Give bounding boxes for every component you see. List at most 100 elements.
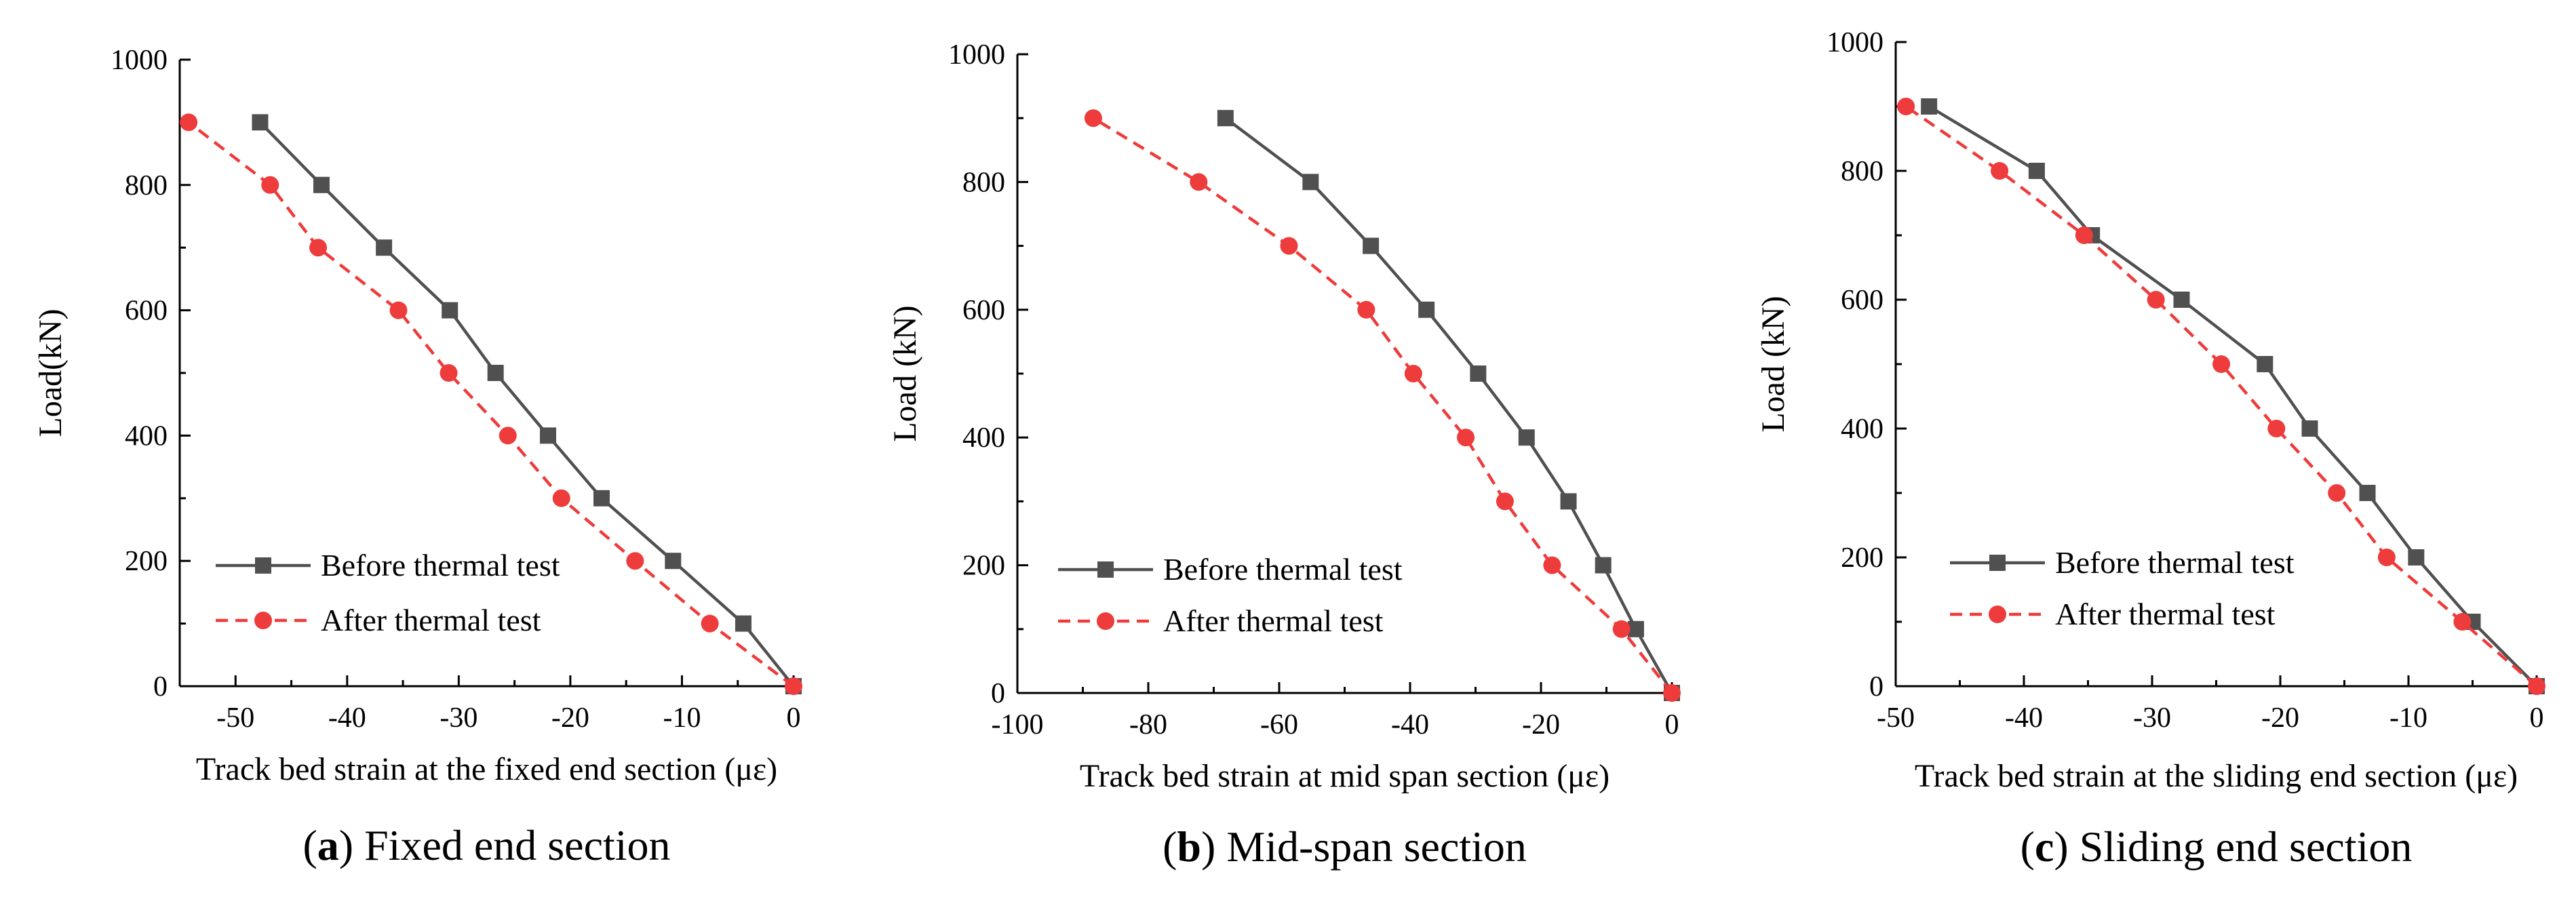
data-point-circle: [2075, 226, 2093, 244]
caption-paren-close: ): [1201, 822, 1226, 871]
legend-entry: Before thermal test: [216, 548, 560, 582]
chart-panel-a: 0 200 400 600 800 1000 -50 -40 -30 -20 -10 0 Track b…: [33, 45, 802, 869]
data-point-circle: [1457, 429, 1475, 447]
panel-caption: (b) Mid-span section: [1163, 822, 1527, 871]
data-point-circle: [2147, 291, 2165, 309]
y-axis-title: Load(kN): [33, 309, 69, 437]
data-point-square: [735, 615, 752, 632]
data-point-square: [487, 365, 504, 381]
data-point-circle: [180, 113, 198, 132]
data-point-circle: [1496, 492, 1514, 511]
y-tick-label: 400: [1841, 414, 1884, 445]
data-point-square: [593, 490, 610, 507]
caption-letter: c: [2035, 822, 2054, 871]
data-point-square: [665, 553, 682, 570]
x-tick-label: -60: [1260, 709, 1298, 740]
data-point-square: [1470, 365, 1487, 382]
data-point-square: [1518, 429, 1535, 446]
caption-paren-close: ): [339, 821, 364, 869]
panel-caption: (a) Fixed end section: [303, 821, 670, 869]
data-point-square: [2301, 420, 2318, 437]
legend-label: Before thermal test: [321, 548, 560, 582]
caption-paren-close: ): [2054, 822, 2079, 871]
caption-text: Fixed end section: [364, 821, 670, 869]
data-point-circle: [389, 301, 408, 319]
y-tick-label: 1000: [1827, 27, 1884, 58]
data-point-square: [252, 114, 269, 131]
x-tick-label: 0: [787, 702, 801, 734]
y-tick-label: 1000: [948, 39, 1005, 71]
series-line: [1224, 117, 1673, 694]
x-tick-label: -10: [663, 702, 701, 734]
panel-caption: (c) Sliding end section: [2021, 822, 2413, 871]
x-tick-label: -80: [1129, 709, 1167, 740]
data-point-circle: [1897, 98, 1915, 115]
legend-entry: Before thermal test: [1058, 552, 1403, 587]
x-tick-label: 0: [2530, 702, 2544, 734]
data-point-square: [1217, 110, 1234, 127]
data-point-square: [376, 239, 393, 256]
data-point-square: [1560, 493, 1577, 510]
data-point-square: [2028, 163, 2045, 179]
data-point-circle: [1991, 162, 2009, 180]
legend-entry: After thermal test: [1950, 597, 2276, 631]
y-tick-label: 800: [1841, 156, 1884, 187]
x-tick-label: -10: [2389, 702, 2427, 734]
data-point-square: [442, 302, 458, 319]
caption-paren-open: (: [2021, 822, 2035, 871]
legend-label: Before thermal test: [1163, 552, 1403, 587]
data-point-circle: [1543, 556, 1561, 574]
data-point-square: [1363, 237, 1380, 254]
legend-label: After thermal test: [321, 603, 541, 637]
legend-marker-square: [1989, 555, 2006, 571]
data-point-circle: [1357, 300, 1375, 319]
data-point-circle: [1084, 109, 1102, 127]
caption-letter: b: [1177, 822, 1201, 871]
data-point-square: [2408, 549, 2425, 566]
data-point-square: [1595, 557, 1612, 574]
data-point-circle: [2528, 677, 2545, 695]
legend-marker-square: [1097, 561, 1114, 578]
y-tick-label: 200: [1841, 542, 1884, 574]
data-point-circle: [309, 239, 328, 257]
caption-paren-open: (: [1163, 822, 1177, 871]
x-tick-label: -50: [1877, 702, 1915, 734]
legend-label: Before thermal test: [2055, 545, 2295, 580]
data-point-circle: [1663, 684, 1681, 702]
y-tick-label: 200: [125, 546, 168, 577]
data-point-circle: [2328, 484, 2346, 502]
data-point-circle: [2377, 549, 2396, 566]
data-point-square: [1627, 620, 1644, 637]
x-tick-label: -100: [992, 709, 1044, 740]
series-line: [258, 121, 795, 688]
data-point-square: [1302, 174, 1319, 191]
x-tick-label: -20: [551, 702, 589, 734]
chart-panel-b: 0 200 400 600 800 1000 -100 -80 -60 -40 -20 0 Track …: [887, 39, 1681, 871]
caption-text: Sliding end section: [2080, 822, 2413, 871]
data-point-circle: [440, 364, 458, 382]
data-point-circle: [1190, 173, 1208, 191]
data-point-circle: [785, 677, 802, 695]
data-point-circle: [1612, 620, 1631, 638]
data-point-square: [540, 427, 556, 444]
data-point-square: [1921, 98, 1938, 115]
data-point-square: [1418, 301, 1435, 318]
data-point-square: [2257, 356, 2273, 372]
series-line: [187, 121, 795, 688]
data-point-circle: [1280, 237, 1298, 255]
data-point-circle: [552, 489, 570, 507]
series-line: [1092, 117, 1673, 694]
legend-entry: After thermal test: [1058, 603, 1384, 638]
data-point-circle: [2453, 613, 2472, 631]
x-tick-label: -40: [1391, 709, 1429, 740]
x-axis-title: Track bed strain at the fixed end sectio…: [196, 751, 777, 787]
legend-label: After thermal test: [2055, 597, 2276, 631]
y-tick-label: 600: [125, 296, 168, 327]
y-tick-label: 600: [962, 295, 1005, 326]
series-after: [180, 113, 802, 695]
y-tick-label: 400: [962, 422, 1005, 454]
y-tick-label: 200: [962, 551, 1005, 582]
legend-entry: After thermal test: [216, 603, 541, 637]
x-tick-label: -40: [2005, 702, 2043, 734]
